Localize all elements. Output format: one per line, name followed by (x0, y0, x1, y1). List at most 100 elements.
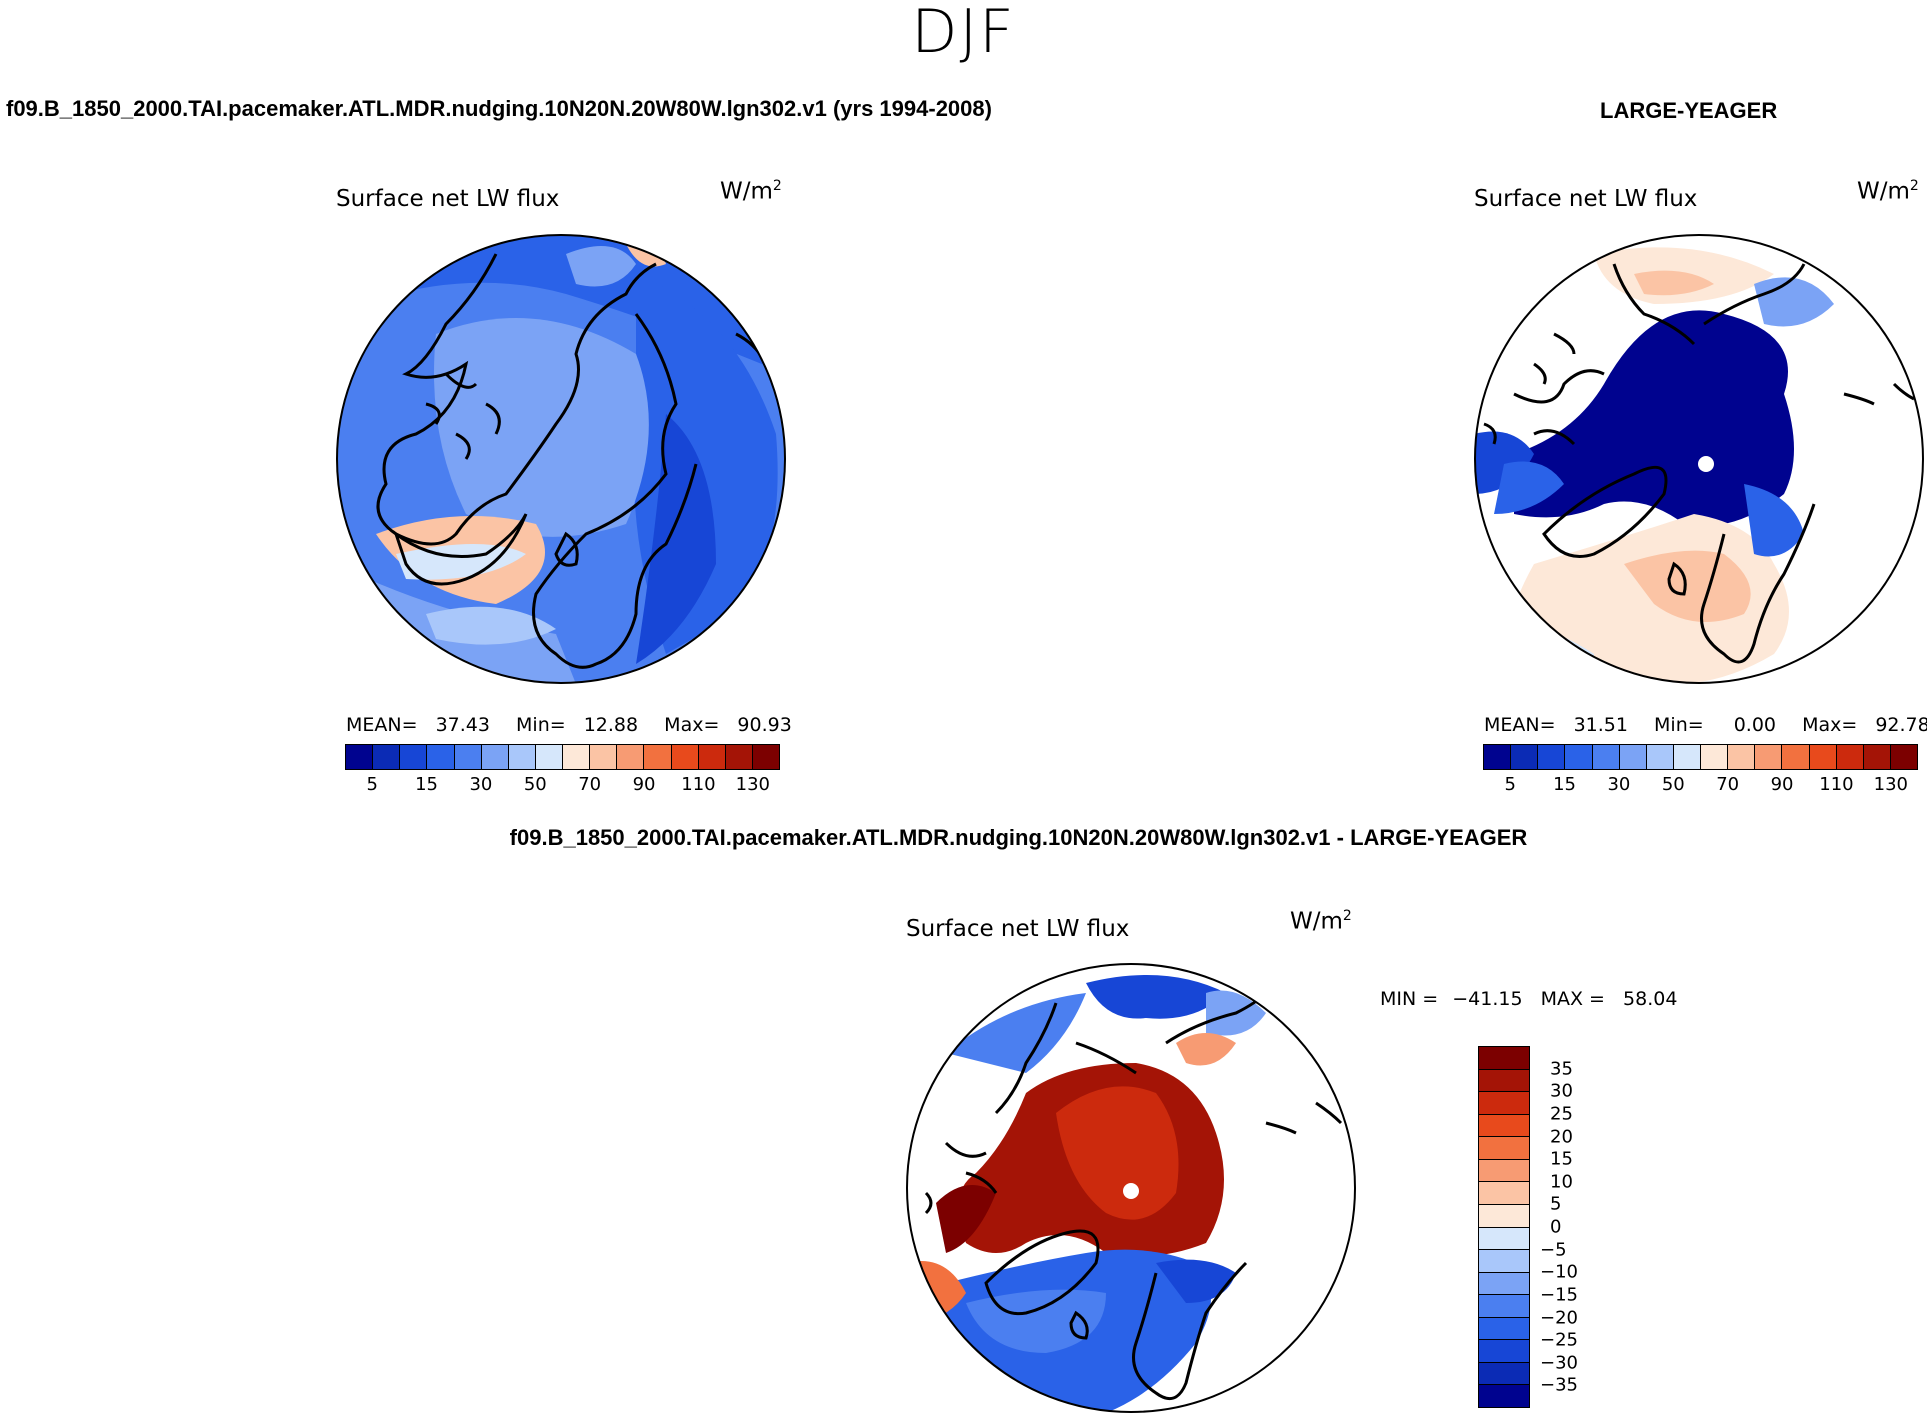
obs-colorbar-swatch (1755, 745, 1783, 769)
diff-colorbar-tick: −25 (1540, 1329, 1578, 1351)
obs-colorbar-tick: 110 (1819, 774, 1854, 795)
model-min-value: 12.88 (583, 714, 639, 736)
model-colorbar-tick: 30 (469, 774, 493, 795)
obs-colorbar-swatch (1484, 745, 1512, 769)
diff-colorbar-tick: 0 (1550, 1216, 1562, 1238)
obs-colorbar-swatch (1673, 745, 1701, 769)
diff-plot-title: Surface net LW flux (906, 916, 1130, 942)
model-units: W/m2 (720, 178, 782, 205)
diff-colorbar-tick: −10 (1540, 1261, 1578, 1283)
diff-colorbar-tick: −30 (1540, 1352, 1578, 1374)
model-mean-label: MEAN= (346, 714, 418, 736)
model-colorbar-ticks: 5 15 30 50 70 90 110 130 (345, 774, 780, 796)
model-colorbar-tick: 70 (578, 774, 602, 795)
model-colorbar-swatch (346, 745, 374, 769)
diff-colorbar-swatch (1479, 1362, 1529, 1386)
model-colorbar-swatch (752, 745, 779, 769)
obs-polar-map (1474, 234, 1924, 684)
model-colorbar-swatch (427, 745, 455, 769)
diff-colorbar-swatch (1479, 1272, 1529, 1296)
obs-colorbar-swatch (1701, 745, 1729, 769)
model-min-label: Min= (516, 714, 566, 736)
model-colorbar-swatch (454, 745, 482, 769)
obs-min-value: 0.00 (1733, 714, 1777, 736)
model-colorbar (345, 744, 780, 770)
model-colorbar-tick: 5 (366, 774, 378, 795)
obs-colorbar-swatch (1619, 745, 1647, 769)
obs-units: W/m2 (1857, 178, 1919, 205)
obs-stats: MEAN= 31.51 Min= 0.00 Max= 92.78 (1484, 714, 1927, 736)
diff-stats: MIN = −41.15 MAX = 58.04 (1380, 988, 1677, 1010)
model-colorbar-tick: 130 (735, 774, 770, 795)
obs-colorbar-swatch (1863, 745, 1891, 769)
diff-colorbar-swatch (1479, 1385, 1529, 1407)
model-colorbar-swatch (508, 745, 536, 769)
obs-mean-value: 31.51 (1573, 714, 1628, 736)
diff-colorbar-tick: 15 (1550, 1148, 1573, 1170)
obs-colorbar-tick: 50 (1661, 774, 1685, 795)
model-colorbar-tick: 50 (523, 774, 547, 795)
diff-colorbar-swatch (1479, 1114, 1529, 1138)
model-mean-value: 37.43 (435, 714, 490, 736)
obs-case-title: LARGE-YEAGER (1600, 98, 1778, 123)
obs-colorbar-swatch (1538, 745, 1566, 769)
diff-colorbar-swatch (1479, 1204, 1529, 1228)
diff-colorbar-swatch (1479, 1317, 1529, 1341)
diff-colorbar-tick: 30 (1550, 1080, 1573, 1102)
obs-min-label: Min= (1654, 714, 1704, 736)
obs-max-label: Max= (1802, 714, 1858, 736)
obs-colorbar-tick: 130 (1873, 774, 1908, 795)
obs-colorbar-tick: 90 (1770, 774, 1794, 795)
diff-colorbar-swatch (1479, 1069, 1529, 1093)
model-colorbar-swatch (535, 745, 563, 769)
diff-colorbar-tick: −15 (1540, 1284, 1578, 1306)
diff-colorbar-tick: 5 (1550, 1193, 1562, 1215)
diff-colorbar-tick: −35 (1540, 1374, 1578, 1396)
obs-colorbar-swatch (1565, 745, 1593, 769)
season-title: DJF (911, 0, 1016, 67)
model-colorbar-tick: 90 (632, 774, 656, 795)
model-plot-title: Surface net LW flux (336, 186, 560, 212)
diff-colorbar-ticks: 35 30 25 20 15 10 5 0 −5 −10 −15 −20 −25 −30 −35 (1540, 1046, 1600, 1408)
diff-max-label: MAX = (1540, 988, 1605, 1010)
obs-colorbar-tick: 15 (1553, 774, 1577, 795)
diff-colorbar-swatch (1479, 1092, 1529, 1115)
diff-colorbar-swatch (1479, 1159, 1529, 1183)
obs-colorbar-swatch (1809, 745, 1837, 769)
model-polar-map (336, 234, 786, 684)
diff-max-value: 58.04 (1623, 988, 1678, 1010)
obs-colorbar-tick: 30 (1607, 774, 1631, 795)
obs-colorbar-tick: 5 (1504, 774, 1516, 795)
model-colorbar-swatch (400, 745, 428, 769)
diff-min-label: MIN = (1380, 988, 1439, 1010)
diff-colorbar-tick: 35 (1550, 1058, 1573, 1080)
model-colorbar-swatch (590, 745, 618, 769)
model-colorbar-tick: 110 (681, 774, 716, 795)
obs-plot-title: Surface net LW flux (1474, 186, 1698, 212)
diff-colorbar-swatch (1479, 1295, 1529, 1318)
diff-colorbar-swatch (1479, 1047, 1529, 1070)
diff-colorbar-tick: 25 (1550, 1103, 1573, 1125)
obs-colorbar-tick: 70 (1716, 774, 1740, 795)
obs-colorbar-swatch (1836, 745, 1864, 769)
diff-colorbar-swatch (1479, 1340, 1529, 1363)
model-colorbar-swatch (617, 745, 645, 769)
diff-colorbar-swatch (1479, 1227, 1529, 1251)
diff-colorbar-swatch (1479, 1250, 1529, 1273)
diff-colorbar-tick: −5 (1540, 1239, 1567, 1261)
obs-colorbar-swatch (1782, 745, 1810, 769)
obs-colorbar-swatch (1890, 745, 1917, 769)
diff-polar-map (906, 963, 1356, 1413)
model-max-label: Max= (664, 714, 720, 736)
obs-colorbar-swatch (1728, 745, 1756, 769)
diff-colorbar-swatch (1479, 1182, 1529, 1205)
model-colorbar-swatch (671, 745, 699, 769)
obs-colorbar (1483, 744, 1918, 770)
obs-colorbar-ticks: 5 15 30 50 70 90 110 130 (1483, 774, 1918, 796)
model-colorbar-swatch (698, 745, 726, 769)
diff-colorbar-swatch (1479, 1137, 1529, 1160)
obs-colorbar-swatch (1511, 745, 1539, 769)
obs-max-value: 92.78 (1875, 714, 1927, 736)
diff-colorbar-tick: 10 (1550, 1171, 1573, 1193)
model-colorbar-tick: 15 (415, 774, 439, 795)
